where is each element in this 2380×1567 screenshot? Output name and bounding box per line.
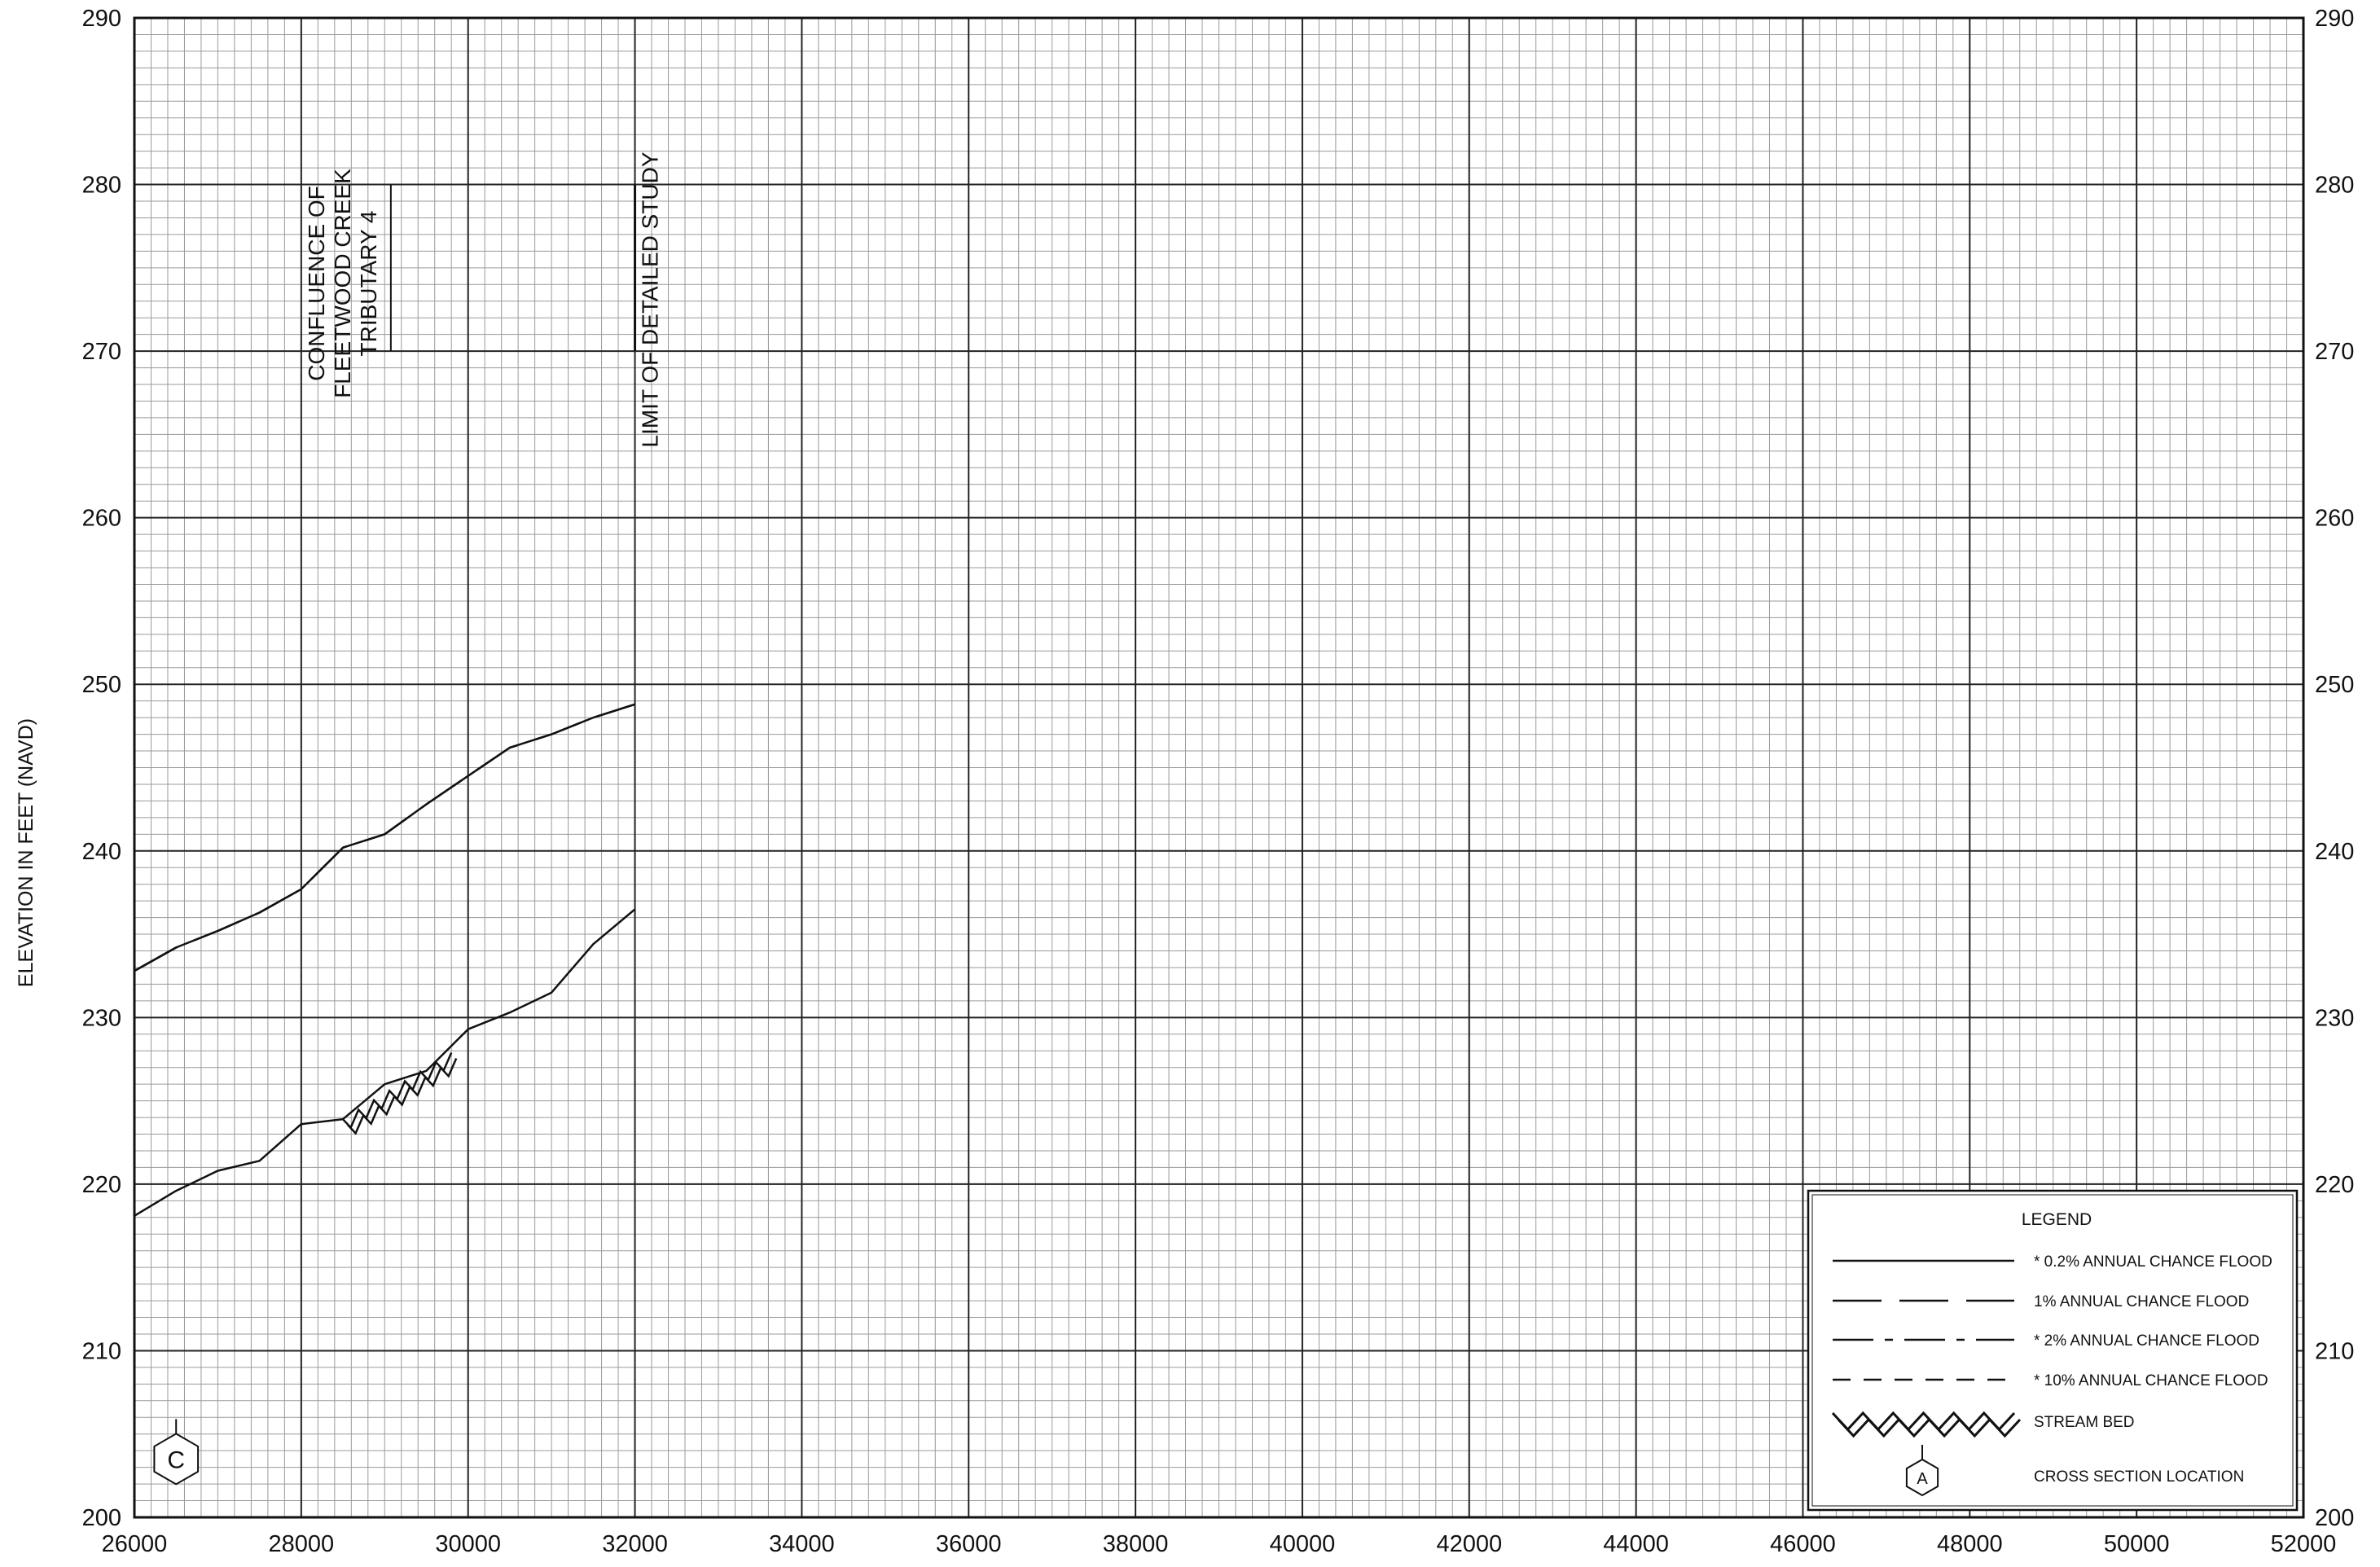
y-tick-label-right: 220 [2315,1172,2354,1198]
x-tick-label: 32000 [602,1531,668,1557]
annotation: LIMIT OF DETAILED STUDY [634,151,663,448]
x-tick-label: 48000 [1937,1531,2003,1557]
y-tick-label: 240 [82,839,121,865]
y-tick-label-right: 240 [2315,839,2354,865]
x-tick-label: 50000 [2104,1531,2170,1557]
legend-box [1807,1189,2299,1512]
legend-item: * 2% ANNUAL CHANCE FLOOD [1833,1332,2259,1350]
legend-label: * 2% ANNUAL CHANCE FLOOD [2034,1332,2259,1350]
y-tick-label: 280 [82,173,121,199]
series-line [134,703,635,972]
y-tick-label-right: 290 [2315,6,2354,32]
series-line [134,908,636,1217]
y-tick-label: 230 [82,1005,121,1031]
y-tick-label: 200 [82,1505,121,1531]
annotation-line: TRIBUTARY 4 [356,211,381,357]
annotation-line: LIMIT OF DETAILED STUDY [638,151,663,447]
legend: LEGEND * 0.2% ANNUAL CHANCE FLOOD 1% ANNU… [1807,1189,2299,1512]
y-tick-label: 290 [82,6,121,32]
x-tick-labels: 26000 28000 30000 32000 34000 36000 38000 40000… [102,1531,2337,1557]
x-tick-label: 34000 [769,1531,835,1557]
stream-bed-hatch-line [347,1058,458,1135]
legend-item: STREAM BED [1831,1411,2135,1438]
legend-label: STREAM BED [2034,1414,2135,1431]
legend-item: 1% ANNUAL CHANCE FLOOD [1833,1293,2249,1310]
legend-swatch: A [1905,1445,1939,1497]
y-tick-label-right: 200 [2315,1505,2354,1531]
x-tick-label: 28000 [269,1531,335,1557]
y-tick-label-right: 230 [2315,1005,2354,1031]
x-tick-label: 40000 [1270,1531,1336,1557]
x-tick-label: 26000 [102,1531,168,1557]
x-tick-label: 30000 [435,1531,501,1557]
legend-swatch-label: A [1917,1470,1928,1488]
y-tick-label-right: 280 [2315,173,2354,199]
legend-swatch [1831,1411,2016,1432]
x-tick-label: 44000 [1603,1531,1669,1557]
annotation-line: FLEETWOOD CREEK [330,169,355,398]
y-tick-label: 210 [82,1338,121,1364]
cross-section-markers: C [153,1419,200,1486]
x-tick-label: 52000 [2271,1531,2337,1557]
hexagon-shape [153,1433,200,1486]
y-tick-label: 260 [82,506,121,532]
legend-item: * 0.2% ANNUAL CHANCE FLOOD [1833,1253,2272,1271]
legend-label: 1% ANNUAL CHANCE FLOOD [2034,1293,2249,1310]
series-layer [134,703,636,1217]
x-tick-label: 42000 [1436,1531,1502,1557]
plot-frame [133,16,2305,1519]
cross-section-marker: C [153,1419,200,1486]
y-tick-label-right: 250 [2315,672,2354,698]
x-tick-label: 38000 [1103,1531,1169,1557]
legend-title: LEGEND [2022,1210,2092,1229]
y-tick-labels-left: 200 210 220 230 240 250 260 270 280 290 [82,6,121,1531]
y-tick-label: 220 [82,1172,121,1198]
legend-box-inner [1811,1194,2294,1507]
legend-label: * 0.2% ANNUAL CHANCE FLOOD [2034,1253,2272,1271]
legend-item: * 10% ANNUAL CHANCE FLOOD [1833,1372,2268,1389]
hexagon-shape [1905,1458,1939,1497]
legend-label: CROSS SECTION LOCATION [2034,1468,2244,1486]
y-tick-label-right: 210 [2315,1338,2354,1364]
cross-section-label: C [167,1446,185,1473]
y-tick-label-right: 260 [2315,506,2354,532]
legend-swatch [1837,1417,2022,1438]
y-tick-label: 250 [82,672,121,698]
annotation: CONFLUENCE OF FLEETWOOD CREEK TRIBUTARY 4 [304,169,392,398]
x-tick-label: 46000 [1770,1531,1836,1557]
annotations: CONFLUENCE OF FLEETWOOD CREEK TRIBUTARY 4 L… [304,151,663,447]
legend-items: * 0.2% ANNUAL CHANCE FLOOD 1% ANNUAL CHAN… [1831,1253,2272,1497]
y-tick-label-right: 270 [2315,339,2354,365]
x-tick-label: 36000 [936,1531,1002,1557]
y-axis-label: ELEVATION IN FEET (NAVD) [15,718,37,987]
y-tick-labels-right: 200 210 220 230 240 250 260 270 280 290 [2315,6,2354,1531]
annotation-line: CONFLUENCE OF [304,186,329,381]
legend-item: A CROSS SECTION LOCATION [1905,1445,2244,1497]
y-tick-label: 270 [82,339,121,365]
stream-bed-hatch [342,1052,458,1135]
legend-label: * 10% ANNUAL CHANCE FLOOD [2034,1372,2268,1389]
